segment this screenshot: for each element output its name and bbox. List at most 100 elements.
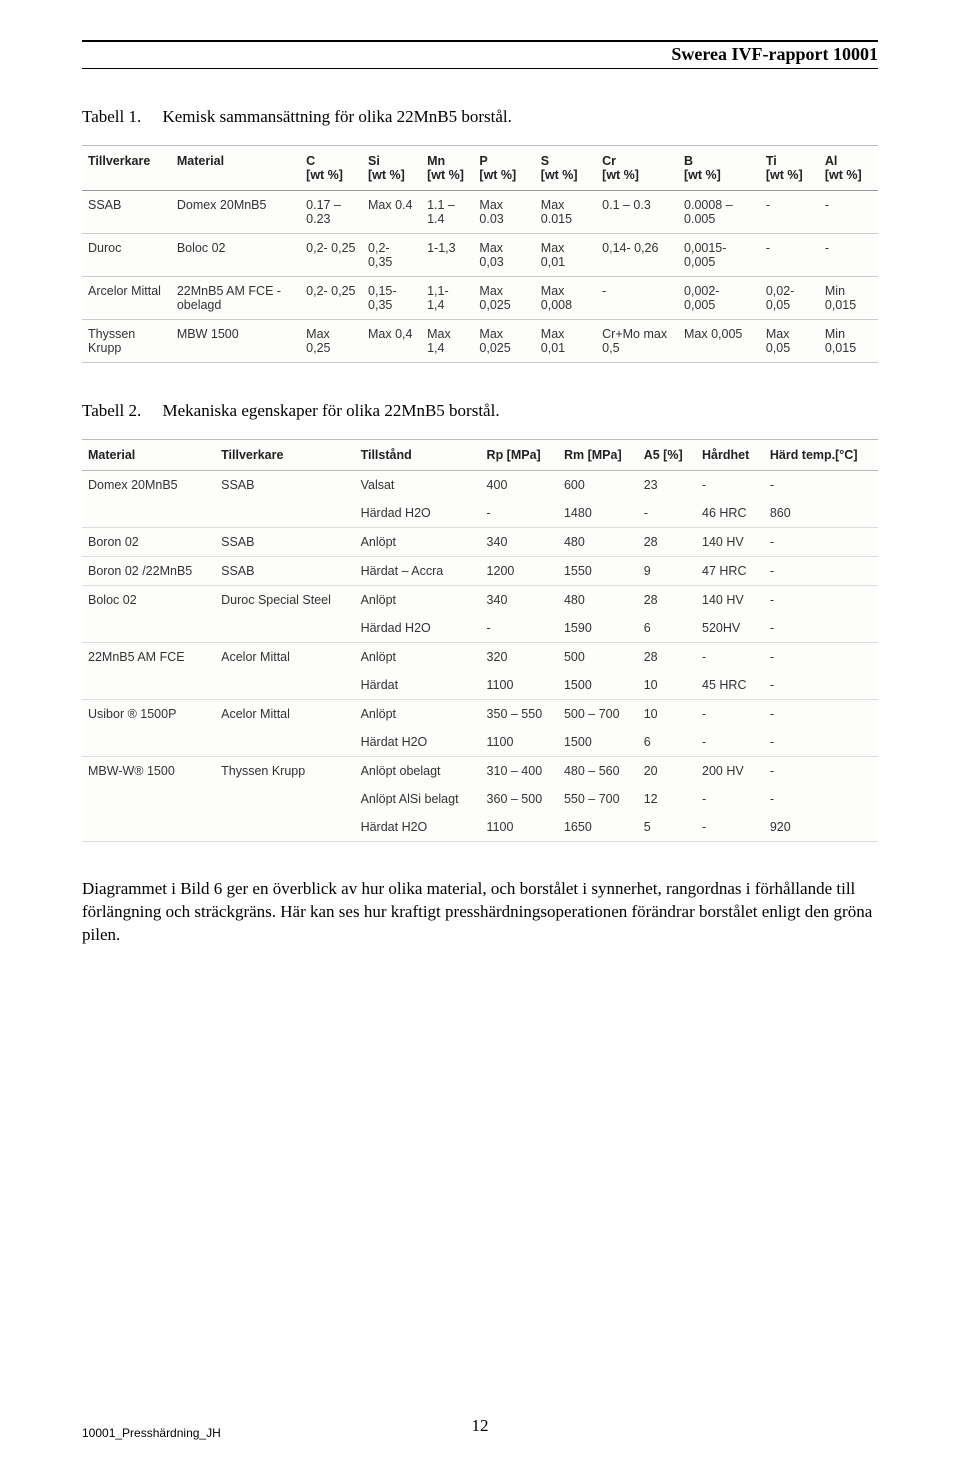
table-row: Usibor ® 1500PAcelor MittalAnlöpt350 – 5… — [82, 700, 878, 729]
table-cell: 1100 — [481, 813, 558, 842]
table-cell: 500 — [558, 643, 638, 672]
table1-col-header: Al[wt %] — [819, 146, 878, 191]
table-cell: Boloc 02 — [171, 234, 300, 277]
table-cell: 200 HV — [696, 757, 764, 786]
table-cell: 500 – 700 — [558, 700, 638, 729]
table-cell: Max 0,01 — [535, 234, 596, 277]
table-cell: 28 — [638, 528, 696, 557]
table-cell: - — [696, 813, 764, 842]
table2-col-header: Material — [82, 440, 215, 471]
table-cell: Max 1,4 — [421, 320, 473, 363]
table-cell: Duroc — [82, 234, 171, 277]
table-cell: 45 HRC — [696, 671, 764, 700]
table-cell: - — [696, 700, 764, 729]
table-row: Härdad H2O-1480-46 HRC860 — [82, 499, 878, 528]
table-cell: 1100 — [481, 728, 558, 757]
table-cell: 520HV — [696, 614, 764, 643]
table-cell-material: Boron 02 — [82, 528, 215, 557]
table-cell-material: 22MnB5 AM FCE — [82, 643, 215, 672]
table-cell: Max 0,25 — [300, 320, 362, 363]
table-cell: 600 — [558, 471, 638, 500]
table-cell: Max 0,4 — [362, 320, 421, 363]
table2-col-header: Rm [MPa] — [558, 440, 638, 471]
table-cell: 20 — [638, 757, 696, 786]
table-cell: Max 0,03 — [473, 234, 534, 277]
table-cell: 140 HV — [696, 586, 764, 615]
table-row: Anlöpt AlSi belagt360 – 500550 – 70012-- — [82, 785, 878, 813]
table-cell: 47 HRC — [696, 557, 764, 586]
table-cell: 0.17 – 0.23 — [300, 191, 362, 234]
table2-col-header: Härd temp.[°C] — [764, 440, 878, 471]
table2-col-header: A5 [%] — [638, 440, 696, 471]
table1-col-header: B[wt %] — [678, 146, 760, 191]
table-cell: 1-1,3 — [421, 234, 473, 277]
table-cell-tillverkare: Thyssen Krupp — [215, 757, 354, 786]
table-row: 22MnB5 AM FCEAcelor MittalAnlöpt32050028… — [82, 643, 878, 672]
table-cell: - — [481, 499, 558, 528]
table-cell: 0,002- 0,005 — [678, 277, 760, 320]
table-cell: - — [764, 557, 878, 586]
table-cell: - — [638, 499, 696, 528]
table-cell-tillverkare: SSAB — [215, 557, 354, 586]
table2-col-header: Tillverkare — [215, 440, 354, 471]
table-row: Thyssen KruppMBW 1500Max 0,25Max 0,4Max … — [82, 320, 878, 363]
table-cell: - — [764, 471, 878, 500]
table-cell: Anlöpt — [355, 700, 481, 729]
table-cell-material: Domex 20MnB5 — [82, 471, 215, 500]
table-cell: 6 — [638, 728, 696, 757]
table1-col-header: Si[wt %] — [362, 146, 421, 191]
table-cell: 1,1- 1,4 — [421, 277, 473, 320]
header-rule: Swerea IVF-rapport 10001 — [82, 40, 878, 69]
table-cell: Domex 20MnB5 — [171, 191, 300, 234]
table-cell: - — [764, 528, 878, 557]
table-cell: Anlöpt AlSi belagt — [355, 785, 481, 813]
table-cell: 12 — [638, 785, 696, 813]
table-cell: - — [764, 671, 878, 700]
table-cell: 140 HV — [696, 528, 764, 557]
table-row: Arcelor Mittal22MnB5 AM FCE - obelagd0,2… — [82, 277, 878, 320]
table-cell: 860 — [764, 499, 878, 528]
table-row: Domex 20MnB5SSABValsat40060023-- — [82, 471, 878, 500]
table-cell-material — [82, 499, 215, 528]
table-cell: 0,0015- 0,005 — [678, 234, 760, 277]
table-cell: 480 — [558, 528, 638, 557]
table-cell: Max 0.4 — [362, 191, 421, 234]
table-cell: 1590 — [558, 614, 638, 643]
table-cell: - — [764, 614, 878, 643]
table1-col-header: Material — [171, 146, 300, 191]
table-cell-material — [82, 813, 215, 842]
table-row: DurocBoloc 020,2- 0,250,2- 0,351-1,3Max … — [82, 234, 878, 277]
table-cell: Min 0,015 — [819, 320, 878, 363]
table-row: MBW-W® 1500Thyssen KruppAnlöpt obelagt31… — [82, 757, 878, 786]
table-cell-tillverkare — [215, 785, 354, 813]
table-cell: - — [696, 643, 764, 672]
table-cell-tillverkare: SSAB — [215, 528, 354, 557]
table-row: Härdat H2O110016505-920 — [82, 813, 878, 842]
table-cell: Max 0.03 — [473, 191, 534, 234]
table1-col-header: Ti[wt %] — [760, 146, 819, 191]
table-cell: Arcelor Mittal — [82, 277, 171, 320]
table1-col-header: Cr[wt %] — [596, 146, 678, 191]
table-cell-material — [82, 671, 215, 700]
caption1-text: Kemisk sammansättning för olika 22MnB5 b… — [162, 107, 511, 126]
table-cell: 400 — [481, 471, 558, 500]
table-cell: - — [760, 234, 819, 277]
table-cell: 5 — [638, 813, 696, 842]
table-cell-tillverkare — [215, 671, 354, 700]
table-cell: 1500 — [558, 728, 638, 757]
table-cell: - — [696, 728, 764, 757]
table-cell: Anlöpt — [355, 528, 481, 557]
table-cell: 0,2- 0,25 — [300, 234, 362, 277]
table-cell: 320 — [481, 643, 558, 672]
table-cell-material — [82, 785, 215, 813]
table-cell: 1500 — [558, 671, 638, 700]
table-cell-material: Usibor ® 1500P — [82, 700, 215, 729]
table-cell-material — [82, 614, 215, 643]
table-cell: Max 0,008 — [535, 277, 596, 320]
table-cell: 0,15- 0,35 — [362, 277, 421, 320]
table-cell: - — [696, 471, 764, 500]
table-cell: 9 — [638, 557, 696, 586]
table-cell: Cr+Mo max 0,5 — [596, 320, 678, 363]
table-cell: 0.0008 – 0.005 — [678, 191, 760, 234]
table-cell: Anlöpt obelagt — [355, 757, 481, 786]
